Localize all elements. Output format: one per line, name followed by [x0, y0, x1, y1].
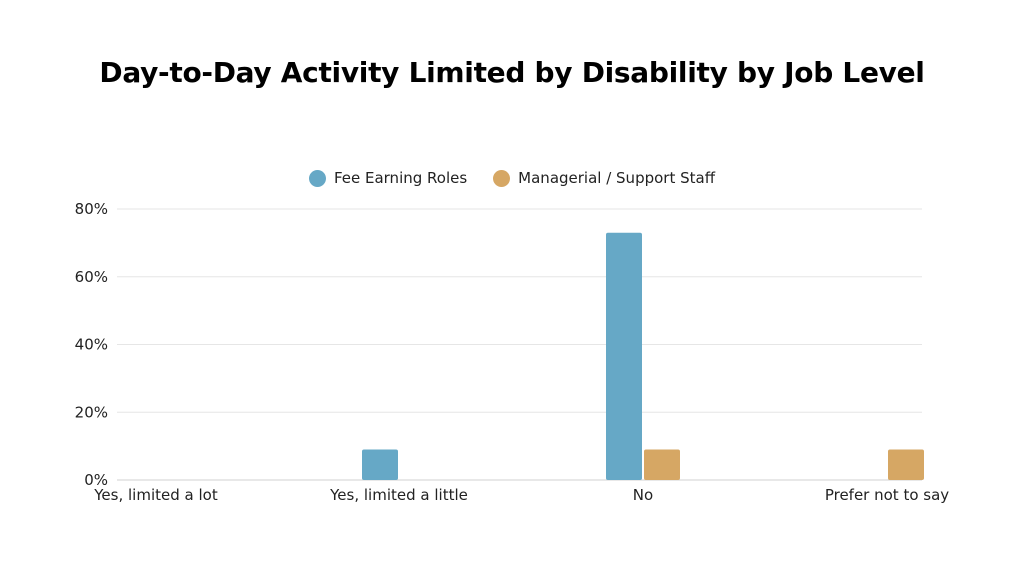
- x-tick-label: No: [633, 486, 653, 504]
- y-tick-label: 40%: [75, 336, 108, 354]
- y-tick-label: 60%: [75, 268, 108, 286]
- legend-item-managerial-support[interactable]: Managerial / Support Staff: [493, 169, 715, 187]
- legend-swatch-managerial-support: [493, 169, 511, 187]
- x-tick-label: Yes, limited a lot: [93, 486, 218, 504]
- legend-label-fee-earning: Fee Earning Roles: [333, 169, 468, 187]
- bar-fee-earning[interactable]: [606, 232, 642, 480]
- legend-label-managerial-support: Managerial / Support Staff: [518, 169, 716, 187]
- bar-fee-earning[interactable]: [362, 449, 398, 480]
- chart-title: Day-to-Day Activity Limited by Disabilit…: [99, 56, 925, 89]
- legend-swatch-fee-earning: [308, 169, 326, 187]
- x-tick-label: Prefer not to say: [825, 486, 949, 504]
- y-tick-label: 20%: [75, 403, 108, 421]
- chart-legend: Fee Earning Roles Managerial / Support S…: [0, 169, 1024, 187]
- y-tick-label: 0%: [84, 471, 108, 489]
- legend-item-fee-earning[interactable]: Fee Earning Roles: [308, 169, 468, 187]
- bar-managerial-support[interactable]: [888, 449, 924, 480]
- y-tick-label: 80%: [75, 200, 108, 218]
- bar-managerial-support[interactable]: [644, 449, 680, 480]
- x-tick-label: Yes, limited a little: [329, 486, 468, 504]
